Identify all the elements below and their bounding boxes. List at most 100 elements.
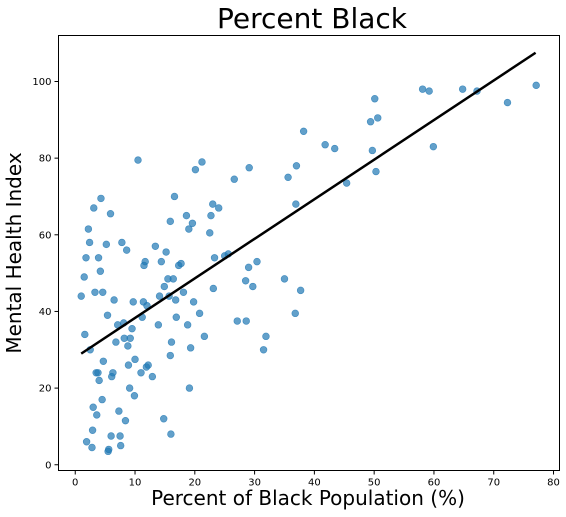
data-point-40: [122, 417, 129, 424]
y-tick-label-40: 40: [39, 307, 52, 318]
data-point-81: [184, 321, 191, 328]
data-point-111: [292, 310, 299, 317]
data-point-32: [112, 339, 119, 346]
data-point-59: [149, 373, 156, 380]
data-point-20: [99, 396, 106, 403]
points-layer: [78, 82, 540, 455]
data-point-31: [111, 297, 118, 304]
chart-title: Percent Black: [217, 2, 408, 35]
data-point-102: [243, 318, 250, 325]
data-point-65: [161, 283, 168, 290]
data-point-70: [167, 218, 174, 225]
data-point-126: [430, 143, 437, 150]
data-point-55: [142, 258, 149, 265]
x-tick-label-0: 0: [72, 478, 78, 489]
data-point-114: [297, 287, 304, 294]
data-point-28: [108, 433, 115, 440]
x-tick-label-80: 80: [547, 478, 560, 489]
data-point-116: [322, 141, 329, 148]
x-tick-label-10: 10: [129, 478, 142, 489]
data-point-129: [504, 99, 511, 106]
data-point-71: [168, 431, 175, 438]
data-point-130: [533, 82, 540, 89]
y-tick-label-80: 80: [39, 154, 52, 165]
data-point-93: [209, 201, 216, 208]
data-point-90: [201, 333, 208, 340]
data-point-119: [367, 118, 374, 125]
data-point-86: [190, 298, 197, 305]
data-point-50: [135, 157, 142, 164]
data-point-26: [105, 446, 112, 453]
data-point-1: [81, 274, 88, 281]
data-point-74: [171, 193, 178, 200]
data-point-79: [180, 289, 187, 296]
data-point-110: [285, 174, 292, 181]
data-point-123: [374, 115, 381, 122]
data-point-87: [192, 166, 199, 173]
data-point-10: [90, 404, 97, 411]
x-axis-label: Percent of Black Population (%): [151, 486, 465, 510]
data-point-103: [245, 264, 252, 271]
data-point-64: [160, 415, 167, 422]
regression-line: [81, 53, 535, 354]
data-point-78: [178, 260, 185, 267]
data-point-66: [163, 249, 170, 256]
data-point-117: [331, 145, 338, 152]
data-point-44: [126, 385, 133, 392]
data-point-19: [98, 195, 105, 202]
data-point-51: [138, 369, 145, 376]
data-point-112: [292, 201, 299, 208]
data-point-105: [249, 283, 256, 290]
data-point-73: [170, 275, 177, 282]
data-point-12: [92, 289, 99, 296]
data-point-0: [78, 293, 85, 300]
data-point-94: [210, 285, 217, 292]
data-point-99: [231, 176, 238, 183]
data-point-30: [110, 369, 117, 376]
data-point-76: [173, 314, 180, 321]
data-point-15: [95, 369, 102, 376]
data-point-35: [117, 433, 124, 440]
data-point-21: [99, 289, 106, 296]
data-point-122: [373, 168, 380, 175]
data-point-63: [158, 258, 165, 265]
data-point-6: [86, 239, 93, 246]
data-point-43: [125, 362, 132, 369]
data-point-11: [90, 205, 97, 212]
data-point-16: [95, 254, 102, 261]
data-point-83: [186, 385, 193, 392]
data-point-85: [189, 220, 196, 227]
data-point-69: [167, 352, 174, 359]
data-point-17: [96, 377, 103, 384]
data-point-109: [281, 275, 288, 282]
y-axis-label: Mental Health Index: [2, 152, 26, 354]
data-point-120: [369, 147, 376, 154]
data-point-84: [187, 344, 194, 351]
data-point-113: [293, 162, 300, 169]
fit-line-layer: [81, 53, 535, 354]
data-point-121: [371, 95, 378, 102]
data-point-3: [83, 254, 90, 261]
data-point-91: [206, 229, 213, 236]
data-point-95: [211, 254, 218, 261]
data-point-75: [172, 297, 179, 304]
data-point-92: [208, 212, 215, 219]
data-point-46: [129, 325, 136, 332]
data-point-88: [196, 310, 203, 317]
data-point-24: [104, 312, 111, 319]
data-point-100: [234, 318, 241, 325]
data-point-62: [156, 293, 163, 300]
data-point-58: [145, 362, 152, 369]
data-point-107: [260, 346, 267, 353]
data-point-4: [83, 438, 90, 445]
x-tick-label-70: 70: [487, 478, 500, 489]
data-point-5: [85, 226, 92, 233]
data-point-127: [459, 86, 466, 93]
y-tick-label-60: 60: [39, 230, 52, 241]
data-point-80: [183, 212, 190, 219]
data-point-72: [168, 339, 175, 346]
data-point-48: [131, 392, 138, 399]
plot-frame: [59, 36, 560, 471]
data-point-45: [127, 335, 134, 342]
